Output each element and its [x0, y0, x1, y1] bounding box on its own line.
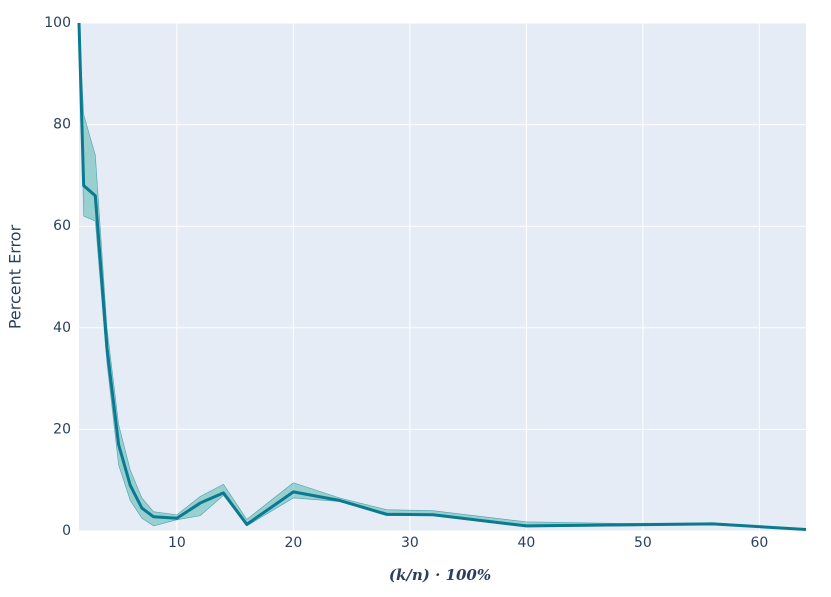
x-tick-label: 20 [284, 535, 302, 551]
y-axis-label: Percent Error [6, 224, 25, 329]
x-tick-label: 40 [517, 535, 535, 551]
y-tick-label: 80 [53, 117, 71, 133]
y-tick-label: 40 [53, 320, 71, 336]
x-tick-label: 60 [750, 535, 768, 551]
y-tick-label: 100 [44, 15, 71, 31]
y-tick-label: 0 [62, 523, 71, 539]
y-tick-label: 60 [53, 218, 71, 234]
x-tick-label: 10 [168, 535, 186, 551]
x-tick-label: 50 [634, 535, 652, 551]
plot-area [79, 23, 806, 531]
y-tick-label: 20 [53, 421, 71, 437]
x-axis-label: (k/n) · 100% [389, 566, 491, 584]
x-tick-label: 30 [401, 535, 419, 551]
line [77, 22, 807, 531]
